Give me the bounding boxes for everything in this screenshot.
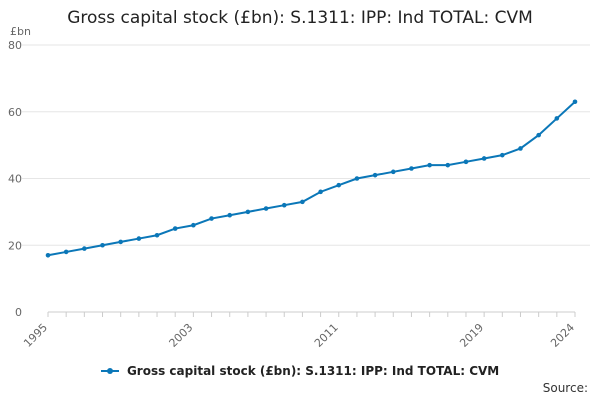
series-line-0 [47,101,576,257]
y-tick-label: 20 [8,239,22,252]
data-point [227,212,233,218]
data-point [318,189,323,195]
data-point [209,216,214,221]
data-point [572,99,578,105]
data-point [300,199,305,205]
y-axis-label: £bn [10,25,31,38]
data-point [481,156,487,161]
y-tick-label: 0 [15,306,22,319]
chart-title: Gross capital stock (£bn): S.1311: IPP: … [67,8,533,28]
data-point [45,252,51,258]
y-tick-label: 60 [8,106,22,119]
data-point [390,169,396,175]
x-tick-label: 2019 [457,321,486,350]
data-point [500,152,505,158]
data-point [554,116,560,121]
data-point [445,162,451,168]
legend: Gross capital stock (£bn): S.1311: IPP: … [0,364,600,378]
data-point [263,206,269,211]
y-tick-label: 80 [8,39,22,52]
y-tick-label: 40 [8,173,22,186]
data-point [427,162,432,168]
data-point [281,202,287,208]
data-point [245,209,251,215]
data-point [536,132,541,138]
data-point [100,242,105,248]
data-point [354,176,360,181]
data-point [82,246,87,251]
x-tick-label: 2011 [312,321,341,350]
data-point [63,249,69,255]
data-point [518,146,523,151]
data-point [118,239,123,245]
data-point [136,236,142,241]
grid [22,44,590,246]
legend-label: Gross capital stock (£bn): S.1311: IPP: … [126,364,500,378]
x-tick-label: 2024 [548,321,577,350]
data-point [463,159,469,165]
data-point [336,182,342,188]
axes: 0 20 40 60 80£bn 1995 2003 2011 2019 2024 [8,25,577,350]
x-tick-label: 1995 [21,321,50,350]
data-point [154,232,160,238]
x-tick-label: 2003 [167,321,196,350]
source-label: Source: [542,381,588,395]
data-point [372,172,378,178]
data-point [191,222,196,228]
data-point [172,226,178,231]
series-layer [45,99,578,258]
data-point [409,166,414,171]
legend-swatch [100,367,119,374]
